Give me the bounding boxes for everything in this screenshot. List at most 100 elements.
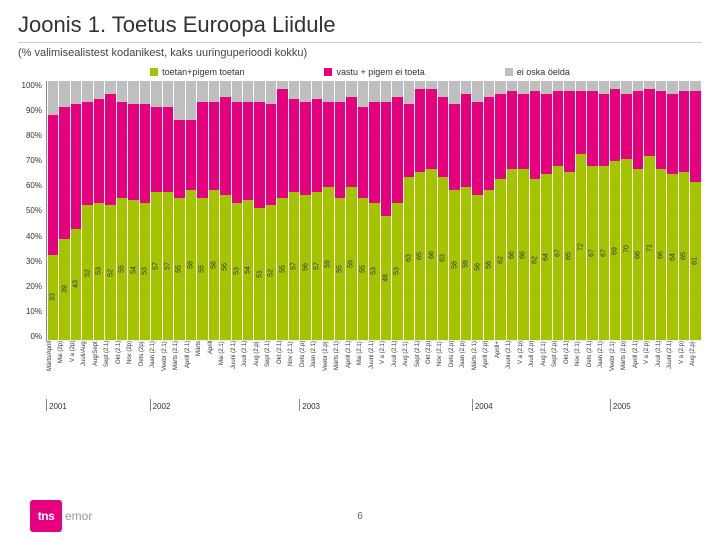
bar-segment xyxy=(404,104,414,177)
bar-segment: 59 xyxy=(323,187,333,340)
bar-segment xyxy=(507,81,517,91)
bar-segment: 55 xyxy=(197,198,207,340)
footer: tns emor 6 xyxy=(0,500,720,532)
bar-value: 33 xyxy=(50,293,57,301)
y-tick: 20% xyxy=(18,282,42,291)
logo-text: emor xyxy=(65,509,92,523)
bar: 58 xyxy=(449,81,459,340)
bar-segment xyxy=(323,102,333,187)
bar-segment: 71 xyxy=(644,156,654,340)
bar-segment xyxy=(346,81,356,97)
bar-segment xyxy=(369,81,379,102)
bar-segment xyxy=(679,81,689,91)
bar-segment xyxy=(277,81,287,89)
bar-value: 62 xyxy=(497,256,504,264)
bar-value: 53 xyxy=(371,267,378,275)
legend-swatch xyxy=(505,68,513,76)
bar: 52 xyxy=(82,81,92,340)
bar-segment xyxy=(140,81,150,104)
bar: 65 xyxy=(679,81,689,340)
bar: 57 xyxy=(312,81,322,340)
bar-value: 55 xyxy=(119,265,126,273)
bar-value: 59 xyxy=(463,260,470,268)
bar-value: 66 xyxy=(658,251,665,259)
bar-segment: 63 xyxy=(404,177,414,340)
bar-segment: 66 xyxy=(518,169,528,340)
bar: 62 xyxy=(530,81,540,340)
bar-segment xyxy=(472,102,482,195)
bar-segment: 51 xyxy=(254,208,264,340)
bar-segment xyxy=(564,81,574,91)
bar-segment xyxy=(300,81,310,102)
bar-segment xyxy=(312,99,322,192)
bar-value: 59 xyxy=(348,260,355,268)
bar: 55 xyxy=(277,81,287,340)
bar: 53 xyxy=(369,81,379,340)
bar-segment: 65 xyxy=(415,172,425,340)
bar-segment: 67 xyxy=(599,166,609,340)
bar-value: 57 xyxy=(153,262,160,270)
bar-segment xyxy=(254,102,264,208)
bar-segment: 39 xyxy=(59,239,69,340)
bar-segment xyxy=(128,81,138,104)
bar-segment: 54 xyxy=(128,200,138,340)
bar-value: 57 xyxy=(291,262,298,270)
bar-value: 55 xyxy=(279,265,286,273)
bar-segment: 59 xyxy=(346,187,356,340)
bar-segment xyxy=(518,94,528,169)
bar-value: 61 xyxy=(692,257,699,265)
bar-segment xyxy=(197,102,207,198)
bar-segment: 55 xyxy=(117,198,127,340)
bar-segment xyxy=(186,81,196,120)
bar-segment xyxy=(117,81,127,102)
bar: 72 xyxy=(576,81,586,340)
bar-segment: 33 xyxy=(48,255,58,340)
bar-segment xyxy=(277,89,287,198)
bar: 65 xyxy=(415,81,425,340)
bar-segment xyxy=(530,91,540,179)
bar-segment xyxy=(610,89,620,162)
bar-segment: 67 xyxy=(553,166,563,340)
bar-segment xyxy=(553,81,563,91)
bar-segment xyxy=(105,81,115,94)
bar-segment: 62 xyxy=(530,179,540,340)
bar: 66 xyxy=(507,81,517,340)
bar-segment xyxy=(209,81,219,102)
bar-value: 67 xyxy=(600,249,607,257)
bar-segment: 52 xyxy=(266,205,276,340)
bar-segment: 66 xyxy=(507,169,517,340)
bar-segment xyxy=(117,102,127,198)
bar-segment xyxy=(541,81,551,94)
legend-label: ei oska öelda xyxy=(517,67,570,77)
bar-segment xyxy=(312,81,322,99)
bar: 56 xyxy=(220,81,230,340)
bar: 57 xyxy=(289,81,299,340)
bar-segment xyxy=(599,94,609,167)
bar-segment: 64 xyxy=(667,174,677,340)
bar-value: 58 xyxy=(187,261,194,269)
bar-segment xyxy=(587,81,597,91)
y-tick: 40% xyxy=(18,232,42,241)
bar-segment: 52 xyxy=(82,205,92,340)
bar-segment xyxy=(94,81,104,99)
bar-segment xyxy=(163,81,173,107)
bar-segment: 65 xyxy=(564,172,574,340)
bar-value: 39 xyxy=(61,286,68,294)
bar-segment xyxy=(461,94,471,187)
bar-segment xyxy=(576,91,586,153)
bar-segment xyxy=(426,89,436,169)
bar-segment: 56 xyxy=(300,195,310,340)
bar-segment xyxy=(323,81,333,102)
bar-segment xyxy=(346,97,356,188)
bar-value: 58 xyxy=(210,261,217,269)
bar: 67 xyxy=(553,81,563,340)
bar-segment xyxy=(48,81,58,115)
chart-title: Joonis 1. Toetus Euroopa Liidule xyxy=(18,12,702,43)
bar: 56 xyxy=(472,81,482,340)
bar-value: 53 xyxy=(96,267,103,275)
bar: 55 xyxy=(358,81,368,340)
bar-segment xyxy=(656,91,666,169)
bar: 66 xyxy=(426,81,436,340)
bar-segment xyxy=(438,81,448,97)
bar: 54 xyxy=(128,81,138,340)
